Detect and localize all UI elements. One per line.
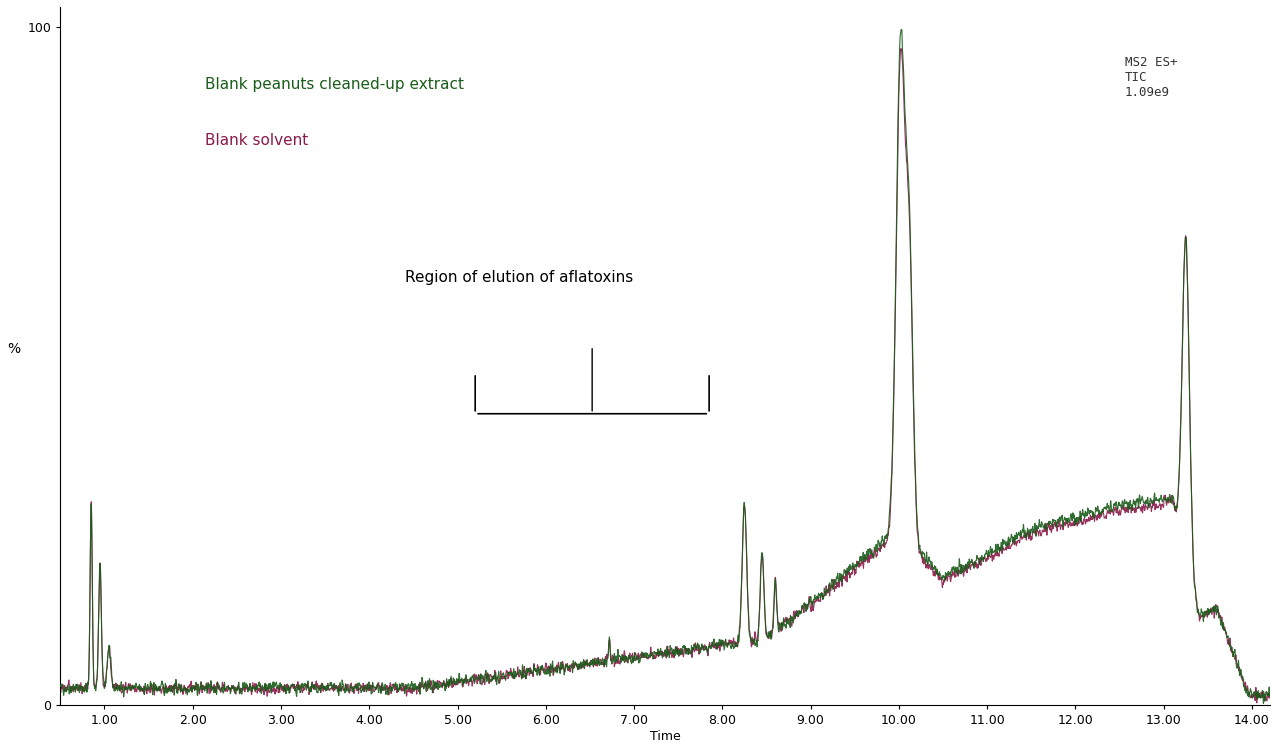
X-axis label: Time: Time bbox=[650, 730, 681, 743]
Y-axis label: %: % bbox=[6, 342, 20, 356]
Text: Blank peanuts cleaned-up extract: Blank peanuts cleaned-up extract bbox=[205, 76, 465, 92]
Text: Blank solvent: Blank solvent bbox=[205, 133, 308, 148]
Text: MS2 ES+
TIC
1.09e9: MS2 ES+ TIC 1.09e9 bbox=[1125, 56, 1178, 99]
Text: Region of elution of aflatoxins: Region of elution of aflatoxins bbox=[406, 270, 634, 285]
